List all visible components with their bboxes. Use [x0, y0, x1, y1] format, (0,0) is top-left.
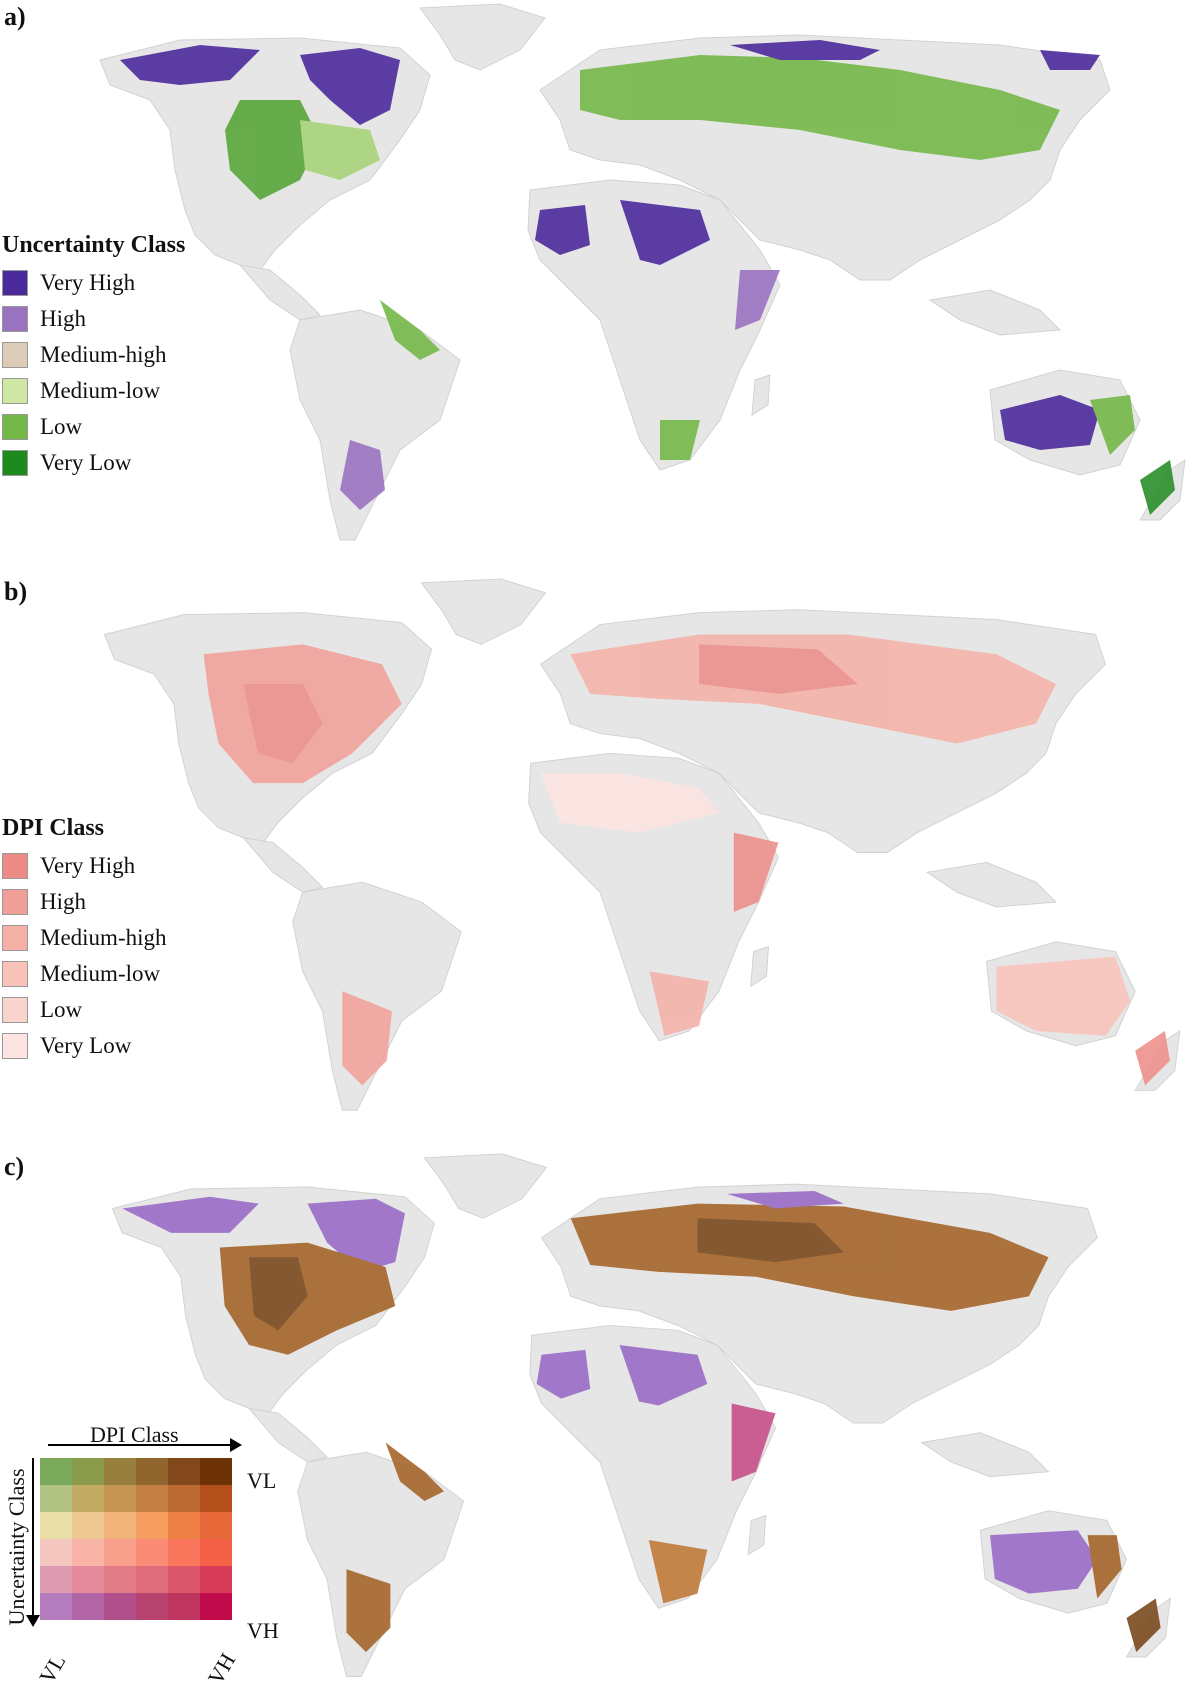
dpi-axis-arrow — [48, 1438, 242, 1452]
world-map-bivariate — [111, 1153, 1171, 1677]
bivariate-cell — [200, 1539, 232, 1566]
corner-label-vh-x: VH — [202, 1648, 241, 1689]
bivariate-cell — [200, 1458, 232, 1485]
bivariate-cell — [136, 1593, 168, 1620]
bivariate-cell — [136, 1485, 168, 1512]
bivariate-cell — [72, 1539, 104, 1566]
legend-label: Medium-high — [40, 342, 167, 367]
bivariate-cell — [200, 1512, 232, 1539]
legend-label: Very High — [40, 853, 136, 878]
legend-label: Medium-high — [40, 925, 167, 950]
legend-item: Very Low — [2, 1028, 167, 1064]
bivariate-cell — [168, 1485, 200, 1512]
legend-swatch — [2, 997, 28, 1023]
legend-swatch — [2, 853, 28, 879]
corner-label-vl: VL — [247, 1468, 277, 1493]
uncertainty-axis-arrow — [26, 1458, 40, 1627]
legend-swatch — [2, 414, 28, 440]
legend-swatch — [2, 925, 28, 951]
bivariate-cell — [136, 1539, 168, 1566]
legend-swatch — [2, 306, 28, 332]
legend-label: Low — [40, 997, 83, 1022]
bivariate-cell — [136, 1566, 168, 1593]
corner-label-vh: VH — [247, 1618, 279, 1643]
legend-swatch — [2, 961, 28, 987]
dpi-legend: DPI Class Very High High Medium-high Med… — [2, 815, 167, 1064]
legend-item: Medium-low — [2, 956, 167, 992]
bivariate-cell — [168, 1566, 200, 1593]
bivariate-cell — [168, 1512, 200, 1539]
panel-label: a) — [4, 2, 26, 31]
legend-label: Medium-low — [40, 961, 161, 986]
legend-swatch — [2, 342, 28, 368]
bivariate-cell — [40, 1593, 72, 1620]
bivariate-cell — [200, 1485, 232, 1512]
dpi-overlay — [203, 634, 1170, 1086]
legend-item: Very High — [2, 265, 185, 301]
panel-label: c) — [4, 1152, 25, 1181]
bivariate-cell — [104, 1593, 136, 1620]
uncertainty-overlay — [120, 40, 1175, 515]
bivariate-overlay — [122, 1190, 1161, 1653]
uncertainty-axis-title: Uncertainty Class — [4, 1468, 29, 1626]
legend-item: Very High — [2, 848, 167, 884]
corner-label-vl-x: VL — [34, 1649, 71, 1688]
world-map-dpi — [103, 578, 1181, 1111]
bivariate-cell — [104, 1566, 136, 1593]
legend-swatch — [2, 1033, 28, 1059]
bivariate-color-grid — [40, 1458, 232, 1620]
bivariate-cell — [72, 1485, 104, 1512]
bivariate-cell — [40, 1539, 72, 1566]
bivariate-cell — [72, 1593, 104, 1620]
legend-item: Medium-high — [2, 920, 167, 956]
panel-c-bivariate-map: c) DPI Class Uncertainty Class VL VH VL … — [0, 1150, 1200, 1696]
legend-item: High — [2, 301, 185, 337]
bivariate-cell — [136, 1458, 168, 1485]
bivariate-cell — [72, 1512, 104, 1539]
bivariate-cell — [168, 1539, 200, 1566]
legend-label: High — [40, 889, 86, 914]
bivariate-cell — [136, 1512, 168, 1539]
panel-b-dpi-map: b) DPI Class Very High High Medium-high … — [0, 575, 1200, 1130]
bivariate-cell — [104, 1458, 136, 1485]
legend-label: Low — [40, 414, 83, 439]
legend-label: Very Low — [40, 450, 132, 475]
bivariate-cell — [104, 1512, 136, 1539]
bivariate-cell — [40, 1485, 72, 1512]
bivariate-cell — [168, 1458, 200, 1485]
legend-title: Uncertainty Class — [2, 232, 186, 258]
bivariate-legend: DPI Class Uncertainty Class VL VH VL VH — [0, 1410, 300, 1696]
uncertainty-legend: Uncertainty Class Very High High Medium-… — [2, 232, 185, 481]
bivariate-cell — [40, 1458, 72, 1485]
bivariate-cell — [40, 1512, 72, 1539]
legend-swatch — [2, 378, 28, 404]
panel-label: b) — [4, 577, 28, 606]
panel-a-uncertainty-map: a) Uncertainty Class Very High High Medi… — [0, 0, 1200, 560]
bivariate-cell — [72, 1566, 104, 1593]
legend-item: Medium-high — [2, 337, 185, 373]
dpi-axis-title: DPI Class — [90, 1422, 179, 1447]
legend-label: Very High — [40, 270, 136, 295]
world-map-uncertainty — [99, 3, 1186, 541]
legend-item: High — [2, 884, 167, 920]
bivariate-cell — [168, 1593, 200, 1620]
bivariate-cell — [40, 1566, 72, 1593]
legend-swatch — [2, 889, 28, 915]
legend-item: Very Low — [2, 445, 185, 481]
legend-item: Medium-low — [2, 373, 185, 409]
bivariate-cell — [104, 1539, 136, 1566]
legend-swatch — [2, 270, 28, 296]
legend-title: DPI Class — [2, 815, 105, 841]
legend-label: Very Low — [40, 1033, 132, 1058]
bivariate-cell — [104, 1485, 136, 1512]
legend-label: Medium-low — [40, 378, 161, 403]
legend-item: Low — [2, 409, 185, 445]
legend-item: Low — [2, 992, 167, 1028]
legend-swatch — [2, 450, 28, 476]
legend-label: High — [40, 306, 86, 331]
bivariate-cell — [200, 1593, 232, 1620]
bivariate-cell — [200, 1566, 232, 1593]
bivariate-cell — [72, 1458, 104, 1485]
